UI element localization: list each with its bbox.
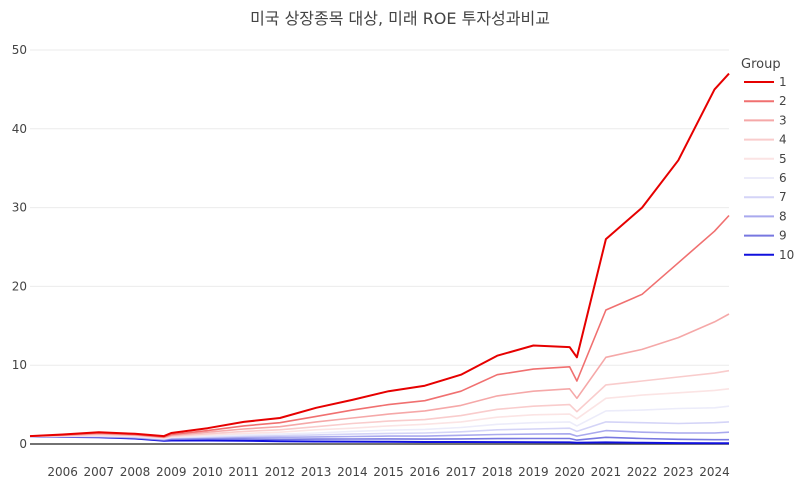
legend-item-group-2[interactable]: 2: [744, 94, 787, 108]
x-tick-label: 2007: [84, 465, 115, 479]
y-tick-label: 20: [12, 279, 27, 293]
x-tick-label: 2010: [192, 465, 223, 479]
x-tick-label: 2012: [265, 465, 296, 479]
legend-item-group-6[interactable]: 6: [744, 171, 787, 185]
legend-label: 3: [779, 113, 787, 127]
y-tick-label: 10: [12, 358, 27, 372]
x-tick-label: 2009: [156, 465, 187, 479]
series-lines: [29, 72, 730, 445]
legend[interactable]: Group 1 2 3 4 5 6 7 8 9 10: [741, 57, 794, 262]
x-tick-label: 2018: [482, 465, 513, 479]
x-tick-label: 2016: [409, 465, 440, 479]
x-tick-label: 2024: [699, 465, 730, 479]
legend-item-group-1[interactable]: 1: [744, 75, 787, 89]
y-tick-label: 50: [12, 43, 27, 57]
x-tick-label: 2017: [446, 465, 477, 479]
x-tick-label: 2008: [120, 465, 151, 479]
x-tick-label: 2014: [337, 465, 368, 479]
legend-item-group-5[interactable]: 5: [744, 152, 787, 166]
legend-label: 4: [779, 133, 787, 147]
legend-item-group-7[interactable]: 7: [744, 190, 787, 204]
x-tick-label: 2023: [663, 465, 694, 479]
legend-label: 1: [779, 75, 787, 89]
x-tick-label: 2006: [47, 465, 78, 479]
series-line-group-1: [29, 72, 730, 438]
legend-label: 9: [779, 229, 787, 243]
legend-item-group-8[interactable]: 8: [744, 209, 787, 223]
legend-items[interactable]: 1 2 3 4 5 6 7 8 9 10: [744, 75, 794, 262]
grid: [30, 49, 729, 445]
legend-item-group-4[interactable]: 4: [744, 133, 787, 147]
y-tick-label: 0: [19, 437, 27, 451]
legend-label: 2: [779, 94, 787, 108]
legend-label: 7: [779, 190, 787, 204]
x-tick-label: 2020: [554, 465, 585, 479]
x-axis-ticks: 2006 2007 2008 2009 2010 2011 2012 2013 2014 2015…: [47, 465, 729, 479]
legend-item-group-10[interactable]: 10: [744, 248, 794, 262]
legend-label: 8: [779, 209, 787, 223]
legend-title: Group: [741, 57, 781, 72]
legend-item-group-9[interactable]: 9: [744, 229, 787, 243]
legend-label: 10: [779, 248, 794, 262]
x-tick-label: 2015: [373, 465, 404, 479]
y-tick-label: 40: [12, 122, 27, 136]
legend-label: 5: [779, 152, 787, 166]
x-tick-label: 2011: [228, 465, 259, 479]
y-axis-ticks: 0 10 20 30 40 50: [12, 43, 27, 451]
x-tick-label: 2021: [591, 465, 622, 479]
x-tick-label: 2022: [627, 465, 658, 479]
x-tick-label: 2013: [301, 465, 332, 479]
x-tick-label: 2019: [518, 465, 549, 479]
legend-item-group-3[interactable]: 3: [744, 113, 787, 127]
legend-label: 6: [779, 171, 787, 185]
y-tick-label: 30: [12, 201, 27, 215]
chart-title: 미국 상장종목 대상, 미래 ROE 투자성과비교: [250, 9, 550, 28]
